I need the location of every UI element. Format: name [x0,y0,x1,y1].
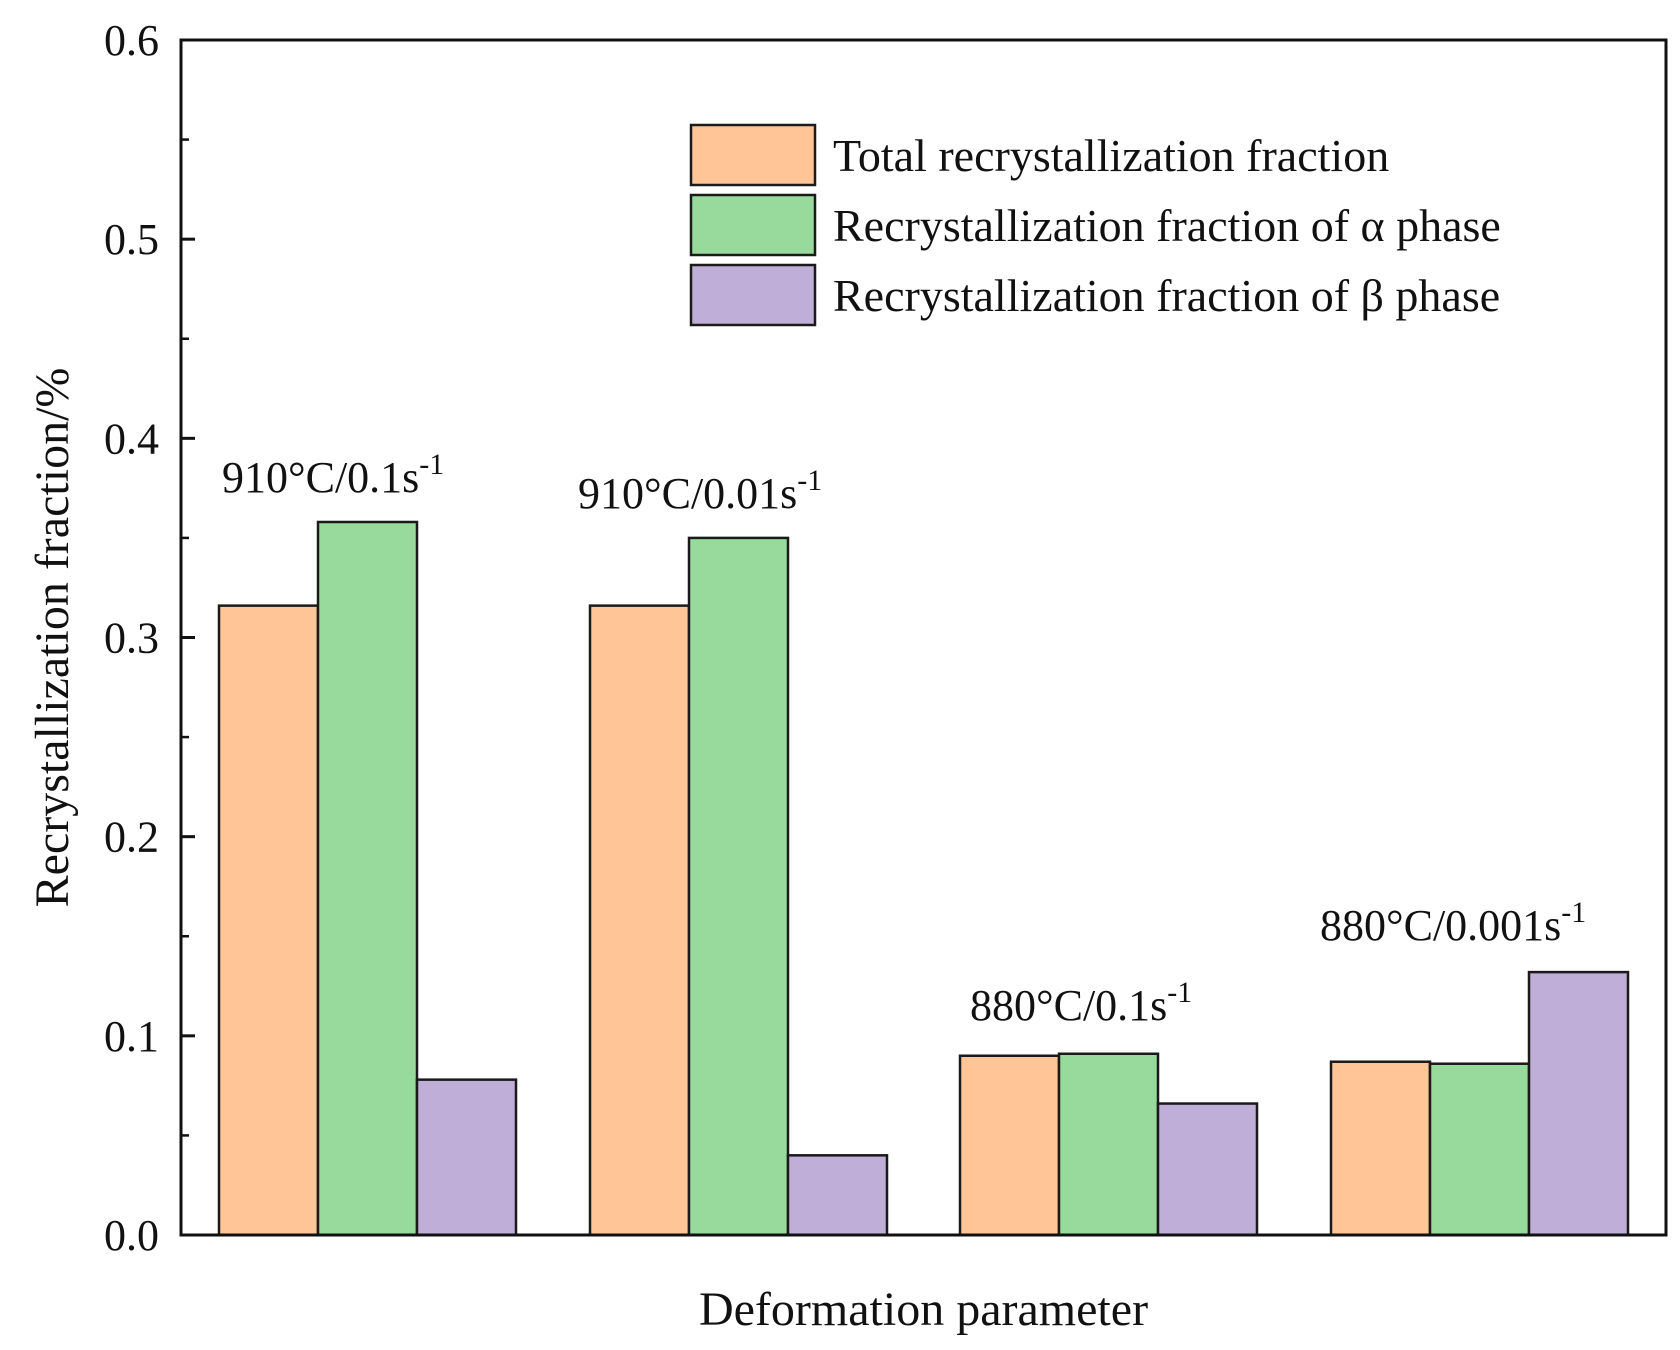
category-label: 880°C/0.1s-1 [970,976,1192,1030]
legend-swatch [689,193,817,257]
bar-series-3-cat-3 [1156,1102,1259,1237]
legend-swatch [689,263,817,327]
bar-series-2-cat-3 [1057,1052,1160,1237]
bars-layer [217,520,1630,1237]
y-tick-label: 0.5 [104,215,159,264]
category-label: 910°C/0.1s-1 [222,448,444,502]
bar-series-2-cat-4 [1428,1062,1531,1237]
bar-series-1-cat-3 [958,1054,1061,1237]
group-labels-layer: 910°C/0.1s-1 910°C/0.01s-1 880°C/0.1s-1 880… [222,448,1586,1030]
y-axis-ticks: 0.0 0.1 0.2 0.3 0.4 0.5 0.6 [104,16,195,1260]
bar-series-1-cat-2 [588,604,691,1237]
x-axis-title: Deformation parameter [699,1283,1148,1336]
bar-series-1-cat-1 [217,604,320,1237]
y-tick-label: 0.6 [104,16,159,65]
y-tick-label: 0.1 [104,1012,159,1061]
y-tick-label: 0.2 [104,813,159,862]
bar-series-2-cat-2 [687,536,790,1237]
y-tick-label: 0.0 [104,1211,159,1260]
category-label: 910°C/0.01s-1 [578,464,822,518]
y-axis-title: Recrystallization fraction/% [26,368,79,908]
y-tick-label: 0.4 [104,414,159,463]
legend: Total recrystallization fraction Recrysta… [689,123,1501,327]
bar-series-3-cat-4 [1527,970,1630,1237]
category-label: 880°C/0.001s-1 [1320,896,1586,950]
bar-series-3-cat-1 [415,1078,518,1237]
legend-label: Total recrystallization fraction [833,130,1389,181]
legend-swatch [689,123,817,187]
bar-series-2-cat-1 [316,520,419,1237]
bar-series-3-cat-2 [786,1154,889,1237]
bar-series-1-cat-4 [1329,1060,1432,1237]
legend-label: Recrystallization fraction of β phase [833,270,1500,321]
y-tick-label: 0.3 [104,614,159,663]
legend-label: Recrystallization fraction of α phase [833,200,1501,251]
